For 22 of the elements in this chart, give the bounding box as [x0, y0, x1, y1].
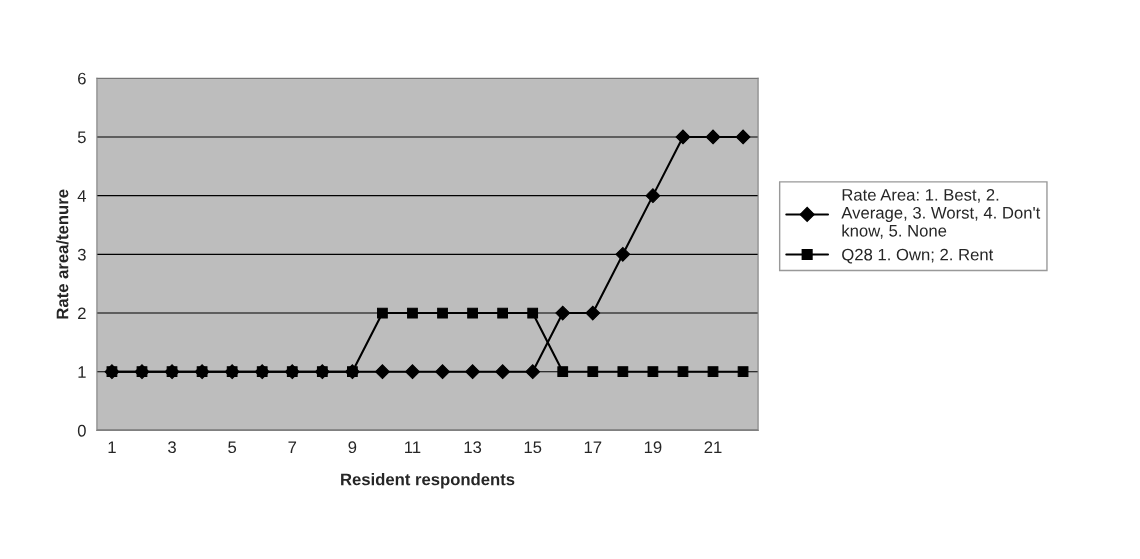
legend-label: Rate Area: 1. Best, 2. Average, 3. Worst, 4. Don't know, 5. None	[841, 188, 1041, 239]
y-tick-label: 0	[77, 424, 86, 437]
x-axis-title: Resident respondents	[341, 473, 515, 489]
y-tick-label: 1	[78, 366, 86, 378]
x-tick-label: 13	[464, 441, 482, 454]
x-tick-label: 15	[524, 441, 542, 454]
x-tick-label: 3	[168, 441, 176, 454]
x-tick-label: 1	[108, 441, 116, 453]
y-tick-label: 5	[77, 131, 86, 144]
y-tick-label: 2	[78, 307, 86, 320]
x-tick-label: 9	[348, 441, 357, 454]
x-tick-label: 17	[584, 441, 602, 453]
y-axis-title: Rate area/tenure	[56, 189, 69, 319]
x-tick-label: 19	[644, 441, 662, 454]
x-tick-label: 5	[228, 441, 237, 454]
x-tick-label: 21	[704, 441, 722, 453]
x-tick-label: 7	[288, 441, 297, 453]
y-tick-label: 3	[77, 248, 86, 261]
x-tick-label: 11	[405, 441, 421, 453]
y-tick-label: 6	[78, 72, 86, 85]
legend-label: Q28 1. Own; 2. Rent	[842, 248, 994, 264]
y-tick-label: 4	[77, 190, 86, 202]
